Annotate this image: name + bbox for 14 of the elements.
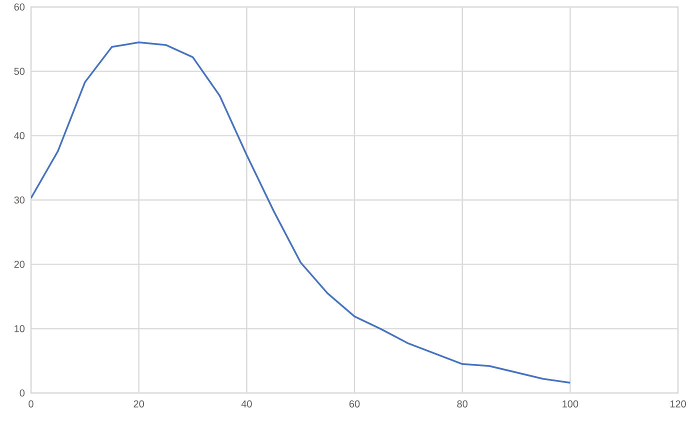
y-tick-label: 20 (14, 260, 25, 268)
y-tick-label: 30 (14, 196, 25, 204)
x-tick-label: 40 (241, 400, 252, 408)
y-tick-label: 60 (14, 3, 25, 11)
x-tick-label: 60 (349, 400, 360, 408)
y-tick-label: 40 (14, 132, 25, 140)
y-tick-label: 10 (14, 325, 25, 332)
x-tick-label: 100 (562, 400, 578, 408)
x-tick-label: 80 (457, 400, 468, 408)
x-tick-label: 120 (670, 400, 686, 408)
y-tick-label: 50 (14, 68, 25, 75)
x-tick-label: 0 (28, 400, 34, 408)
y-tick-label: 0 (20, 389, 25, 397)
x-tick-label: 20 (134, 400, 144, 408)
